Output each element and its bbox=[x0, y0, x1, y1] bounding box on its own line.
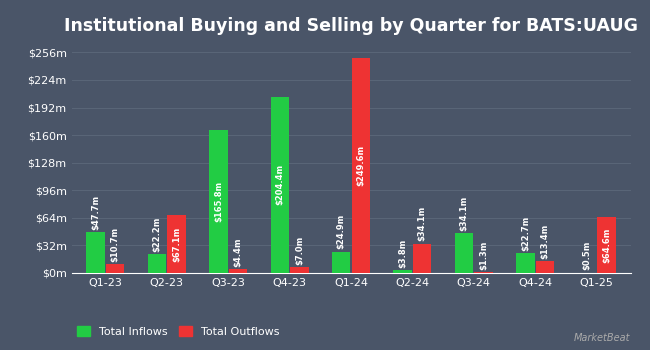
Bar bbox=[290, 267, 309, 273]
Text: $22.2m: $22.2m bbox=[152, 216, 161, 252]
Bar bbox=[332, 252, 350, 273]
Bar bbox=[413, 244, 432, 273]
Legend: Total Inflows, Total Outflows: Total Inflows, Total Outflows bbox=[77, 326, 280, 337]
Bar bbox=[516, 253, 535, 273]
Text: $47.7m: $47.7m bbox=[91, 195, 100, 230]
Title: Institutional Buying and Selling by Quarter for BATS:UAUG: Institutional Buying and Selling by Quar… bbox=[64, 17, 638, 35]
Text: $22.7m: $22.7m bbox=[521, 216, 530, 251]
Bar bbox=[352, 58, 370, 273]
Text: $4.4m: $4.4m bbox=[233, 238, 242, 267]
Bar bbox=[86, 232, 105, 273]
Bar bbox=[106, 264, 124, 273]
Bar bbox=[597, 217, 616, 273]
Bar bbox=[270, 97, 289, 273]
Text: $7.0m: $7.0m bbox=[295, 236, 304, 265]
Bar bbox=[393, 270, 412, 273]
Bar bbox=[474, 272, 493, 273]
Bar bbox=[209, 130, 228, 273]
Text: $249.6m: $249.6m bbox=[356, 145, 365, 186]
Text: $13.4m: $13.4m bbox=[541, 224, 550, 259]
Bar bbox=[167, 215, 186, 273]
Text: $34.1m: $34.1m bbox=[460, 196, 469, 231]
Text: MarketBeat: MarketBeat bbox=[574, 333, 630, 343]
Bar bbox=[148, 254, 166, 273]
Bar bbox=[455, 233, 473, 273]
Text: $3.8m: $3.8m bbox=[398, 238, 407, 267]
Text: $24.9m: $24.9m bbox=[337, 214, 346, 250]
Text: $67.1m: $67.1m bbox=[172, 226, 181, 262]
Text: $165.8m: $165.8m bbox=[214, 181, 223, 222]
Text: $204.4m: $204.4m bbox=[275, 164, 284, 205]
Text: $1.3m: $1.3m bbox=[479, 240, 488, 270]
Text: $64.6m: $64.6m bbox=[602, 228, 611, 263]
Text: $34.1m: $34.1m bbox=[418, 206, 427, 241]
Bar bbox=[536, 261, 554, 273]
Text: $10.7m: $10.7m bbox=[111, 226, 120, 261]
Text: $0.5m: $0.5m bbox=[582, 241, 592, 271]
Bar bbox=[229, 269, 247, 273]
